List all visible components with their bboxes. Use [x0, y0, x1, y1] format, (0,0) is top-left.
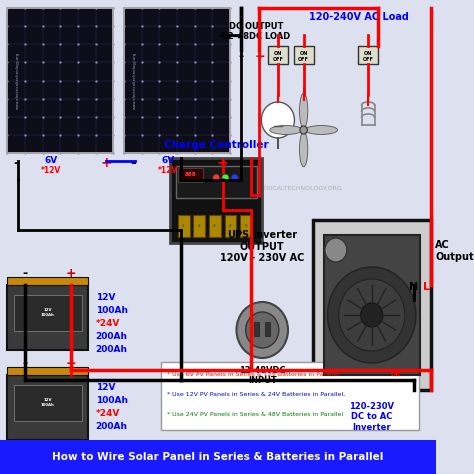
Text: www.electricaltechnology.org: www.electricaltechnology.org	[133, 52, 137, 109]
Text: -: -	[23, 357, 28, 370]
Bar	[293, 46, 314, 64]
Bar	[358, 46, 378, 64]
Bar	[8, 277, 88, 285]
Circle shape	[361, 303, 383, 327]
Text: * Use 6V PV Panels in Series & 12V Batteries in Parallel: * Use 6V PV Panels in Series & 12V Batte…	[166, 372, 340, 376]
Bar	[8, 367, 88, 375]
Text: 12V: 12V	[96, 293, 115, 302]
Bar	[161, 362, 419, 430]
Text: 2: 2	[198, 224, 200, 228]
Bar	[178, 215, 190, 237]
Text: +: +	[65, 267, 76, 280]
Bar	[176, 166, 257, 198]
Bar	[0, 440, 436, 474]
Ellipse shape	[300, 132, 308, 167]
Bar	[268, 46, 288, 64]
Text: 12-48VDC
INPUT: 12-48VDC INPUT	[239, 366, 285, 385]
Text: 4: 4	[229, 224, 231, 228]
Text: L: L	[423, 282, 430, 292]
Bar	[178, 168, 203, 182]
Text: ON: ON	[364, 51, 372, 55]
Text: ON: ON	[273, 51, 282, 55]
Text: *24V: *24V	[96, 409, 120, 418]
Bar	[170, 158, 262, 243]
Text: 12V
100Ah: 12V 100Ah	[41, 398, 55, 407]
Text: OFF: OFF	[298, 56, 309, 62]
Text: +: +	[65, 357, 76, 370]
Bar	[8, 375, 88, 440]
Text: 120-240V AC Load: 120-240V AC Load	[309, 12, 409, 22]
Text: 100Ah: 100Ah	[96, 396, 128, 405]
Bar	[193, 215, 205, 237]
Text: -: -	[238, 50, 244, 63]
Circle shape	[237, 302, 288, 358]
Text: *12V: *12V	[41, 166, 61, 175]
Bar	[240, 215, 252, 237]
Bar	[225, 215, 237, 237]
Bar	[313, 220, 431, 390]
Text: WWW.ELECTRICALTECHNOLOGY.ORG: WWW.ELECTRICALTECHNOLOGY.ORG	[228, 185, 343, 191]
Bar	[124, 8, 230, 153]
Circle shape	[231, 174, 238, 182]
Text: +: +	[254, 50, 265, 63]
Circle shape	[325, 238, 347, 262]
Text: 12V
100Ah: 12V 100Ah	[41, 308, 55, 317]
Text: How to Wire Solar Panel in Series & Batteries in Parallel: How to Wire Solar Panel in Series & Batt…	[53, 452, 384, 462]
Bar	[8, 285, 88, 350]
Text: -: -	[14, 156, 19, 170]
Text: 6V: 6V	[161, 156, 174, 165]
Text: +: +	[100, 156, 112, 170]
Text: OFF: OFF	[273, 56, 283, 62]
Text: 3: 3	[213, 224, 216, 228]
Text: 5: 5	[245, 224, 247, 228]
Ellipse shape	[305, 126, 337, 135]
Text: 200Ah: 200Ah	[96, 345, 128, 354]
Text: -: -	[23, 267, 28, 280]
Text: 6V: 6V	[45, 156, 58, 165]
Text: Charge Controller: Charge Controller	[164, 140, 269, 150]
Text: ON: ON	[300, 51, 308, 55]
Text: www.electricaltechnology.org: www.electricaltechnology.org	[16, 52, 20, 109]
Text: OR: OR	[391, 372, 401, 376]
Text: OFF: OFF	[363, 56, 374, 62]
Bar	[265, 322, 270, 336]
Text: *24V: *24V	[96, 319, 120, 328]
Text: -: -	[130, 156, 137, 170]
Bar	[14, 385, 82, 420]
Bar	[209, 215, 221, 237]
Bar	[324, 235, 419, 375]
Circle shape	[328, 267, 416, 363]
Circle shape	[246, 312, 279, 348]
Text: UPS/Inverter
OUTPUT
120V - 230V AC: UPS/Inverter OUTPUT 120V - 230V AC	[220, 230, 304, 263]
Text: N: N	[410, 282, 419, 292]
Text: 888: 888	[185, 173, 196, 177]
Circle shape	[300, 126, 307, 134]
Circle shape	[338, 279, 405, 351]
Text: *12V: *12V	[158, 166, 178, 175]
Text: AC
Output: AC Output	[435, 240, 474, 262]
Text: DC OUTPUT
12-48DC LOAD: DC OUTPUT 12-48DC LOAD	[222, 22, 290, 41]
Ellipse shape	[270, 126, 302, 135]
Circle shape	[222, 174, 229, 182]
Text: 120-230V
DC to AC
Inverter: 120-230V DC to AC Inverter	[349, 402, 394, 432]
Text: 1: 1	[182, 224, 184, 228]
Text: * Use 12V PV Panels in Series & 24V Batteries in Parallel,: * Use 12V PV Panels in Series & 24V Batt…	[166, 392, 345, 396]
Text: 200Ah: 200Ah	[96, 422, 128, 431]
Text: 12V: 12V	[96, 383, 115, 392]
Bar	[8, 8, 113, 153]
Text: +: +	[217, 156, 228, 170]
Bar	[124, 8, 230, 153]
Text: * Use 24V PV Panels in Series & 48V Batteries in Parallel: * Use 24V PV Panels in Series & 48V Batt…	[166, 411, 343, 417]
Bar	[14, 295, 82, 330]
Circle shape	[261, 102, 294, 138]
Bar	[8, 8, 113, 153]
Text: 200Ah: 200Ah	[96, 332, 128, 341]
Bar	[255, 322, 259, 336]
Ellipse shape	[300, 93, 308, 128]
Circle shape	[212, 174, 220, 182]
Text: 100Ah: 100Ah	[96, 306, 128, 315]
